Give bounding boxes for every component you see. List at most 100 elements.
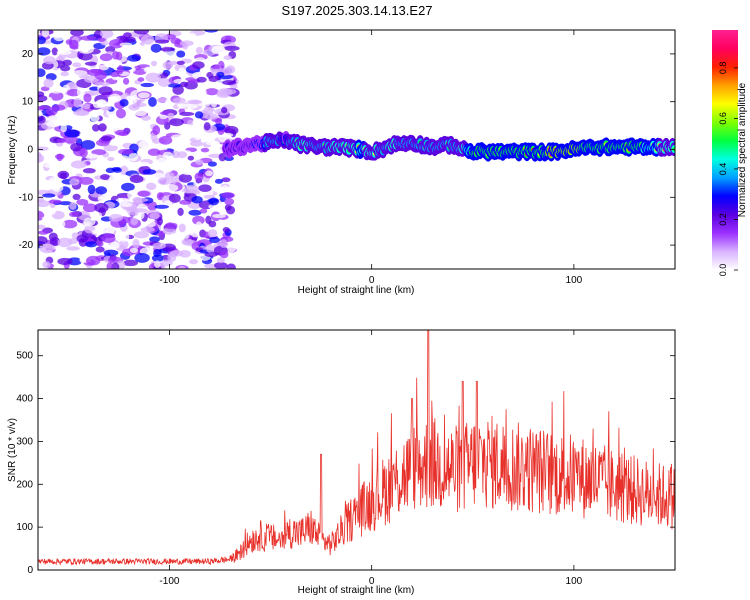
noise-blob [118,148,134,155]
noise-blob [129,174,144,184]
noise-blob [178,136,186,144]
noise-blob [120,202,133,208]
noise-blob [137,190,151,197]
noise-blob [192,117,200,128]
noise-blob [162,151,173,159]
noise-blob [83,217,96,227]
noise-blob [151,60,158,67]
noise-blob [149,212,160,220]
noise-blob [182,170,194,176]
noise-blob [145,72,161,83]
noise-blob [38,110,43,117]
snr-x-tick-label: 100 [566,576,583,587]
noise-blob [78,52,93,61]
noise-blob [218,152,227,162]
noise-blob [108,175,124,184]
noise-blob [132,208,148,213]
noise-blob [141,115,151,121]
noise-blob [76,234,89,243]
noise-blob [38,47,51,56]
noise-blob [176,50,186,58]
noise-blob [53,31,65,42]
noise-blob [48,177,61,187]
noise-blob [38,106,46,111]
noise-blob [224,204,232,211]
noise-blob [190,229,200,238]
noise-blob [219,250,229,259]
noise-blob [146,182,157,191]
noise-blob [133,30,150,35]
noise-blob [38,94,48,102]
noise-blob [134,252,150,263]
noise-blob [183,184,200,194]
noise-blob [82,168,96,174]
noise-blob [224,125,239,135]
noise-blob [115,155,131,164]
noise-blob [151,254,164,262]
noise-blob [119,42,133,47]
noise-blob [172,150,181,159]
noise-blob [86,255,101,266]
snr-y-tick-label: 400 [16,394,33,405]
noise-blob [228,220,239,229]
noise-blob [221,106,228,114]
snr-y-tick-label: 500 [16,351,33,362]
noise-blob [181,238,194,246]
noise-blob [80,35,97,41]
noise-blob [132,238,140,249]
noise-blob [128,104,140,111]
noise-blob [56,220,66,228]
noise-blob [60,124,68,133]
noise-blob [41,215,55,221]
noise-blob [123,77,130,85]
noise-blob [179,81,188,88]
snr-y-label: SNR (10 * v/v) [7,418,18,482]
noise-blob [106,262,114,269]
noise-blob [164,171,175,180]
noise-blob [112,167,122,173]
noise-blob [158,135,173,145]
noise-blob [221,177,231,183]
noise-blob [177,207,184,217]
noise-blob [204,113,219,120]
noise-blob [43,78,54,88]
noise-blob [187,103,199,109]
noise-blob [148,97,157,107]
noise-blob [108,39,124,49]
noise-blob [170,177,177,185]
noise-blob [137,261,147,269]
noise-blob [107,156,115,162]
noise-blob [46,120,61,128]
noise-blob [220,192,235,199]
noise-blob [117,64,124,75]
noise-blob [103,249,119,257]
noise-blob [216,71,225,78]
colorbar-tick-label: 0.6 [718,112,728,125]
noise-blob [127,54,141,62]
noise-blob [191,196,203,204]
noise-blob [209,237,221,244]
noise-blob [200,147,210,153]
noise-blob [195,221,203,230]
snr-x-ticks: -100 0 100 [159,330,583,587]
noise-blob [142,169,157,175]
noise-blob [216,257,225,264]
noise-blob [151,112,160,118]
noise-blob [82,203,98,213]
noise-blob [69,178,80,186]
noise-blob [229,84,238,89]
noise-blob [39,243,54,248]
noise-blob [172,97,186,104]
noise-blob [45,107,58,116]
noise-blob [38,36,46,45]
noise-blob [98,86,113,96]
noise-blob [208,197,219,206]
noise-blob [118,232,130,242]
noise-blob [135,161,150,167]
noise-blob [176,60,185,65]
noise-blob [100,174,110,181]
snr-y-tick-label: 100 [16,522,33,533]
noise-blob [199,89,207,97]
snr-panel: -100 0 100 0 100 200 300 400 500 Height of stra… [7,329,676,596]
